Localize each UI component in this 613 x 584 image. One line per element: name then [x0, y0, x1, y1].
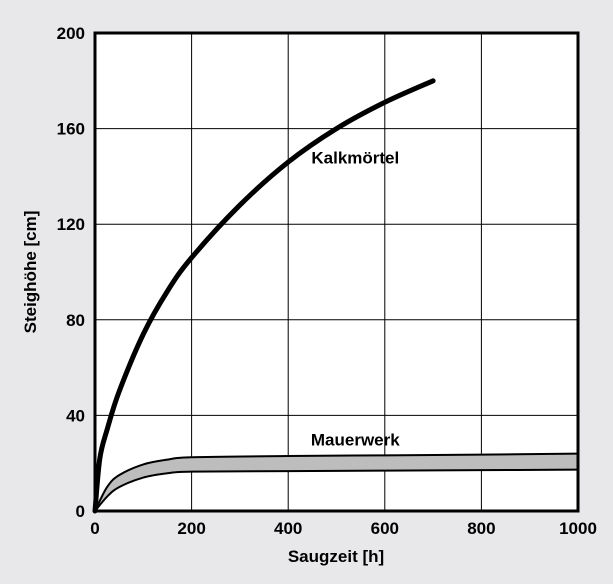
- x-tick-label: 600: [371, 519, 399, 538]
- x-tick-labels: 0 200 400 600 800 1000: [90, 519, 597, 538]
- y-tick-label: 160: [57, 120, 85, 139]
- mauerwerk-lower-line: [94, 468, 579, 512]
- mauerwerk-band-fill: [95, 453, 578, 511]
- y-tick-labels: 0 40 80 120 160 200: [57, 24, 85, 521]
- mauerwerk-band: [95, 453, 578, 511]
- y-tick-label: 120: [57, 215, 85, 234]
- series-lines: [92, 78, 579, 514]
- plot-area: [95, 33, 578, 511]
- annotations: Kalkmörtel Mauerwerk: [311, 148, 400, 449]
- y-tick-label: 80: [66, 311, 85, 330]
- mauerwerk-upper-line: [94, 452, 579, 512]
- y-tick-label: 200: [57, 24, 85, 43]
- y-axis-label: Steighöhe [cm]: [21, 211, 40, 334]
- kalkmoertel-line: [92, 78, 436, 514]
- x-tick-label: 200: [177, 519, 205, 538]
- x-tick-label: 0: [90, 519, 99, 538]
- x-tick-label: 400: [274, 519, 302, 538]
- x-tick-label: 1000: [559, 519, 597, 538]
- series-label: Mauerwerk: [311, 430, 400, 449]
- plot-frame: [93, 31, 580, 513]
- series-label: Kalkmörtel: [311, 148, 399, 167]
- y-tick-label: 40: [66, 406, 85, 425]
- y-tick-label: 0: [76, 502, 85, 521]
- x-tick-label: 800: [467, 519, 495, 538]
- x-axis-label: Saugzeit [h]: [288, 547, 384, 566]
